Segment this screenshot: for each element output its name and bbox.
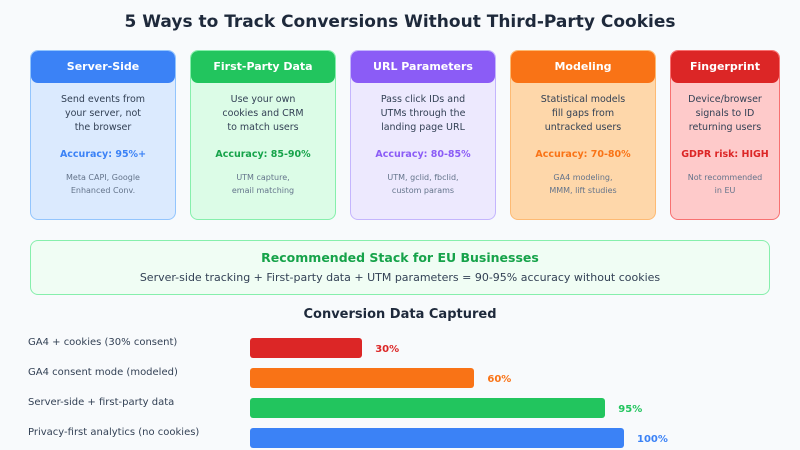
bar-value-label: 60% [487, 374, 512, 385]
method-card: Fingerprint Device/browser signals to ID… [670, 50, 780, 220]
bar-label: GA4 consent mode (modeled) [28, 367, 178, 378]
recommended-title: Recommended Stack for EU Businesses [261, 250, 539, 265]
card-description: Pass click IDs and UTMs through the land… [380, 94, 466, 133]
card-examples: UTM capture, email matching [231, 173, 295, 195]
card-examples: GA4 modeling, MMM, lift studies [549, 173, 617, 195]
card-header: Server-Side [31, 51, 175, 83]
card-metric: Accuracy: 85-90% [215, 149, 311, 160]
card-header: Modeling [511, 51, 655, 83]
bar-label: GA4 + cookies (30% consent) [28, 337, 178, 348]
method-card: First-Party Data Use your own cookies an… [190, 50, 336, 220]
card-metric: Accuracy: 70-80% [535, 149, 631, 160]
card-metric: Accuracy: 80-85% [375, 149, 471, 160]
bar-label: Privacy-first analytics (no cookies) [28, 427, 200, 438]
card-metric: Accuracy: 95%+ [59, 149, 147, 160]
bar [250, 398, 606, 418]
page-title: 5 Ways to Track Conversions Without Thir… [124, 12, 676, 32]
recommended-text: Server-side tracking + First-party data … [139, 271, 661, 284]
card-header: First-Party Data [191, 51, 335, 83]
card-description: Send events from your server, not the br… [60, 94, 146, 133]
card-examples: Not recommended in EU [687, 173, 763, 195]
bar-label: Server-side + first-party data [28, 397, 175, 408]
method-card: URL Parameters Pass click IDs and UTMs t… [350, 50, 496, 220]
bar-value-label: 30% [375, 344, 400, 355]
card-examples: Meta CAPI, Google Enhanced Conv. [66, 173, 140, 195]
bar [250, 428, 624, 448]
card-description: Use your own cookies and CRM to match us… [222, 94, 304, 133]
card-examples: UTM, gclid, fbclid, custom params [387, 173, 459, 195]
method-card: Modeling Statistical models fill gaps fr… [510, 50, 656, 220]
card-header: URL Parameters [351, 51, 495, 83]
card-description: Device/browser signals to ID returning u… [688, 94, 762, 133]
method-card: Server-Side Send events from your server… [30, 50, 176, 220]
bar [250, 338, 363, 358]
card-header: Fingerprint [671, 51, 779, 83]
recommended-stack-box: Recommended Stack for EU Businesses Serv… [30, 240, 770, 295]
card-metric: GDPR risk: HIGH [681, 149, 769, 160]
card-description: Statistical models fill gaps from untrac… [540, 94, 626, 133]
bar-value-label: 95% [618, 404, 643, 415]
chart-title: Conversion Data Captured [303, 307, 497, 322]
bar-value-label: 100% [637, 434, 668, 445]
bar [250, 368, 475, 388]
